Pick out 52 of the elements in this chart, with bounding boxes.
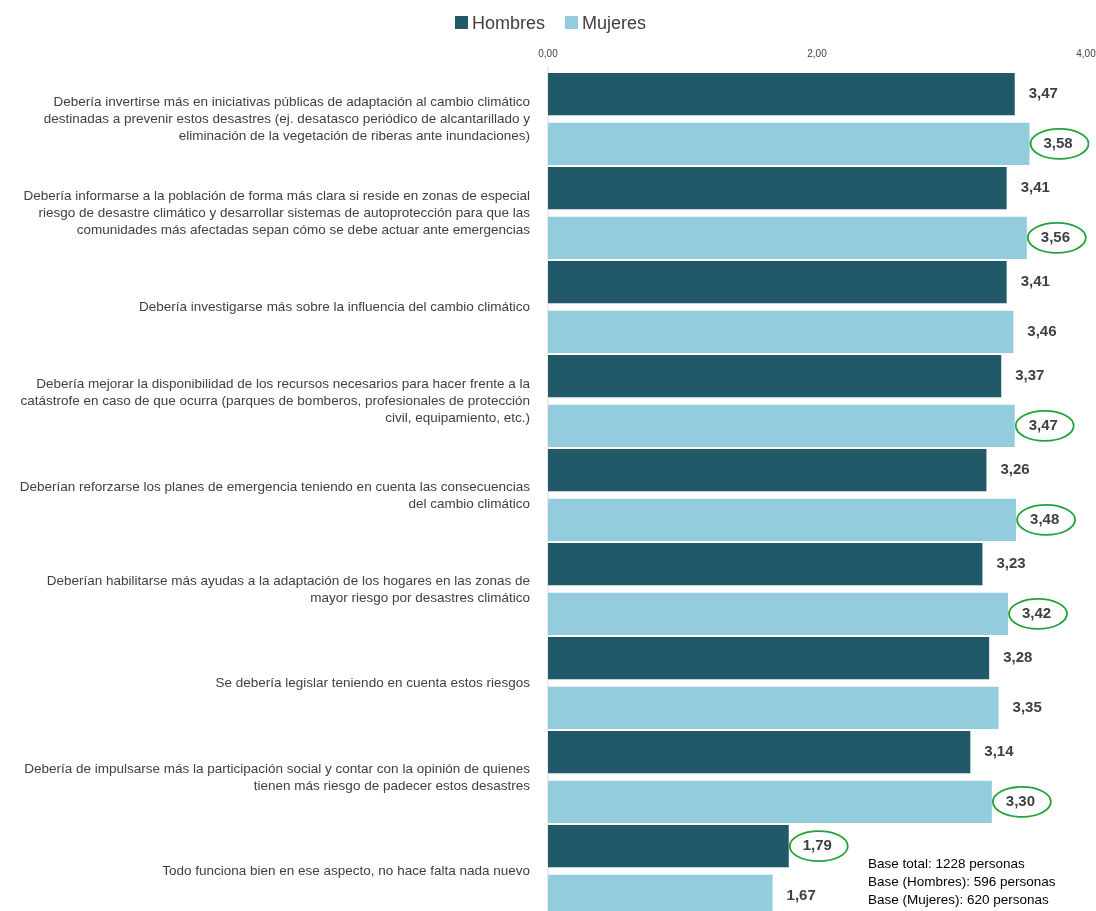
- data-label: 3,37: [1015, 366, 1045, 384]
- bar: [548, 310, 1014, 354]
- data-label: 3,41: [1020, 178, 1050, 196]
- bar: [548, 404, 1015, 448]
- y-tick-label: Deberían habilitarse más ayudas a la adaptación de los hogares en las zonas de mayor riesgo por desastres climático: [46, 572, 530, 605]
- bar: [548, 543, 983, 586]
- data-label: 3,41: [1020, 272, 1050, 290]
- legend-label: Mujeres: [582, 13, 647, 33]
- data-label: 3,28: [1003, 648, 1033, 666]
- y-tick-label: Todo funciona bien en ese aspecto, no hace falta nada nuevo: [162, 862, 530, 878]
- data-label: 1,79: [802, 836, 832, 854]
- bar: [548, 72, 1015, 116]
- y-tick-label: Debería informarse a la población de forma más clara si reside en zonas de especial riesgo de desastre climático y desarrollar sistemas de autoprotección para que las comunidades más afectadas sepan cómo se debe actuar ante emergencias: [23, 187, 531, 237]
- data-label: 3,30: [1005, 791, 1036, 809]
- x-tick-label: 4,00: [1076, 48, 1096, 59]
- data-label: 3,14: [984, 742, 1015, 760]
- y-tick-label: Debería investigarse más sobre la influencia del cambio climático: [139, 298, 530, 314]
- y-tick-label: Debería invertirse más en iniciativas públicas de adaptación al cambio climático destinadas a prevenir estos desastres (ej. desatasco periódico de alcantarillado y eliminación de la vegetación de riberas ante inundaciones): [43, 93, 531, 143]
- y-tick-label: Debería de impulsarse más la participación social y contar con la opinión de quienes tienen más riesgo de padecer estos desastres: [24, 760, 531, 793]
- data-label: 3,46: [1027, 321, 1057, 339]
- bar: [548, 261, 1007, 304]
- data-label: 3,42: [1021, 603, 1052, 621]
- bar: [548, 355, 1002, 398]
- data-label: 3,47: [1028, 84, 1058, 102]
- bar: [548, 780, 992, 824]
- annotation: Base total: 1228 personas: [868, 856, 1026, 871]
- data-label: 3,35: [1012, 697, 1042, 715]
- legend-label: Hombres: [472, 13, 546, 33]
- bar: [548, 167, 1007, 210]
- data-label: 3,23: [996, 554, 1026, 572]
- bar: [548, 825, 789, 868]
- annotation: Base (Hombres): 596 personas: [868, 874, 1056, 889]
- data-label: 3,48: [1030, 509, 1060, 527]
- bar: [548, 498, 1017, 542]
- bar: [548, 686, 999, 730]
- y-tick-label: Deberían reforzarse los planes de emergencia teniendo en cuenta las consecuencias del cambio climático: [19, 478, 531, 511]
- bar: [548, 449, 987, 492]
- data-label: 3,47: [1028, 415, 1058, 433]
- y-tick-label: Debería mejorar la disponibilidad de los recursos necesarios para hacer frente a la catástrofe en caso de que ocurra (parques de bomberos, profesionales de protección civil, equipamiento, etc.): [20, 375, 531, 425]
- annotation: Base (Mujeres): 620 personas: [868, 892, 1050, 907]
- data-label: 3,56: [1040, 227, 1071, 245]
- data-label: 3,26: [1000, 460, 1030, 478]
- x-tick-label: 0,00: [538, 48, 559, 59]
- data-label: 3,58: [1043, 133, 1073, 151]
- x-tick-label: 2,00: [807, 48, 828, 59]
- y-tick-label: Se debería legislar teniendo en cuenta estos riesgos: [215, 674, 531, 690]
- bar: [548, 637, 990, 680]
- bar: [548, 731, 971, 774]
- bar: [548, 216, 1027, 260]
- bar: [548, 592, 1008, 636]
- bar: [548, 122, 1030, 166]
- data-label: 1,67: [786, 885, 816, 903]
